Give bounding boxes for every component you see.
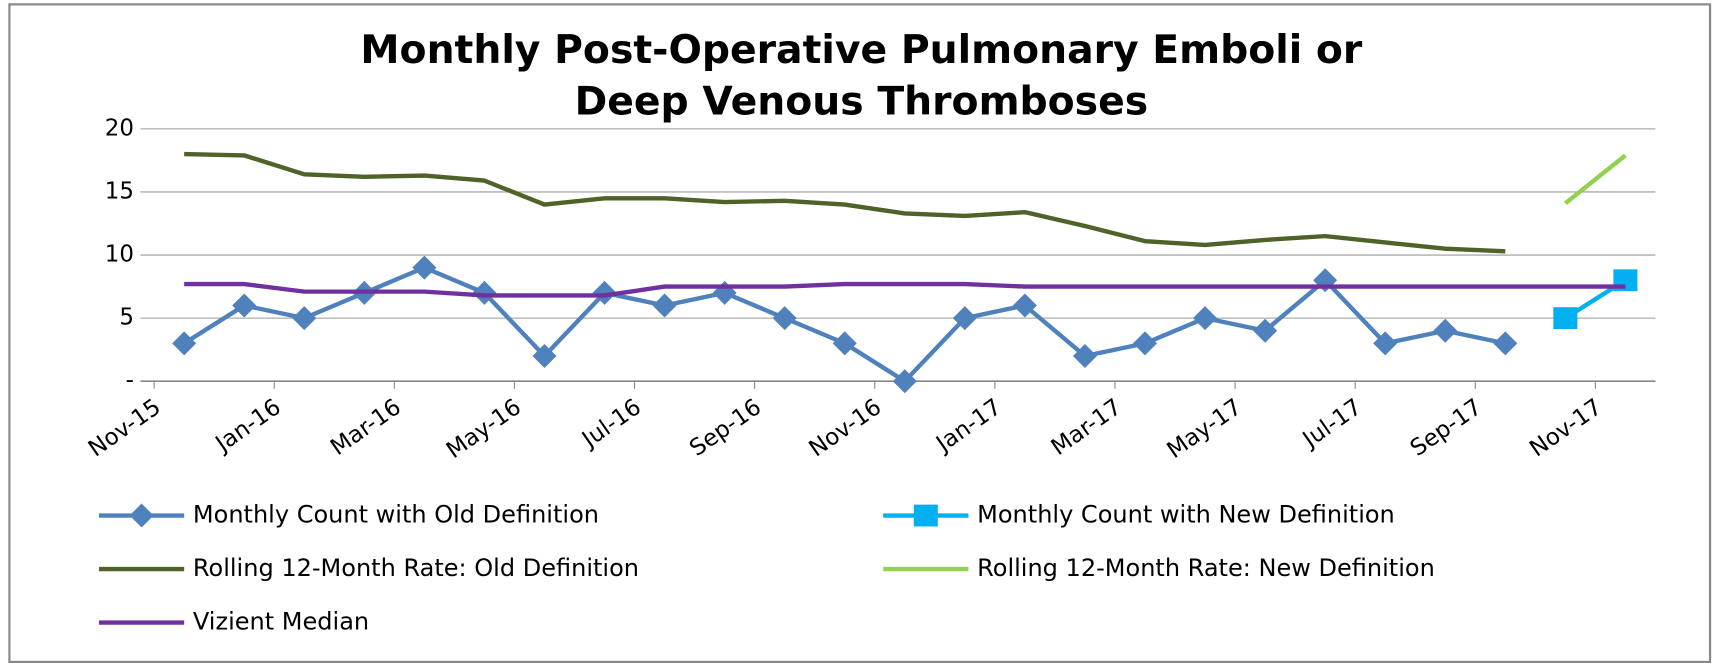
chart-title: Deep Venous Thromboses [575,79,1149,124]
data-point [172,331,197,356]
data-point [292,306,317,331]
data-point [1553,307,1578,330]
data-point [412,255,437,280]
data-point [1132,331,1158,356]
series-line [1563,153,1627,206]
data-point [532,343,557,368]
data-point [1072,343,1097,368]
data-point [1373,331,1398,356]
legend-label: Monthly Count with Old Definition [193,501,599,529]
y-tick-label: 20 [105,115,134,141]
data-point [232,293,257,318]
legend-marker [913,504,938,527]
legend-label: Monthly Count with New Definition [977,501,1395,529]
data-point [1493,331,1518,356]
data-point [1193,306,1218,331]
legend-label: Rolling 12-Month Rate: Old Definition [193,554,639,582]
data-point [472,280,497,305]
data-point [832,331,857,356]
y-tick-label: 10 [105,242,134,268]
y-tick-label: - [126,368,134,394]
legend-marker [129,503,154,528]
y-tick-label: 15 [105,178,134,204]
legend-label: Rolling 12-Month Rate: New Definition [977,554,1435,582]
data-point [652,293,677,318]
series-line [184,151,1506,254]
y-tick-label: 5 [119,305,134,331]
data-point [1433,318,1458,343]
chart-title: Monthly Post-Operative Pulmonary Emboli … [360,28,1362,73]
data-point [1012,293,1037,318]
data-point [1253,318,1278,343]
series-line [184,281,1626,298]
legend-label: Vizient Median [193,608,369,636]
